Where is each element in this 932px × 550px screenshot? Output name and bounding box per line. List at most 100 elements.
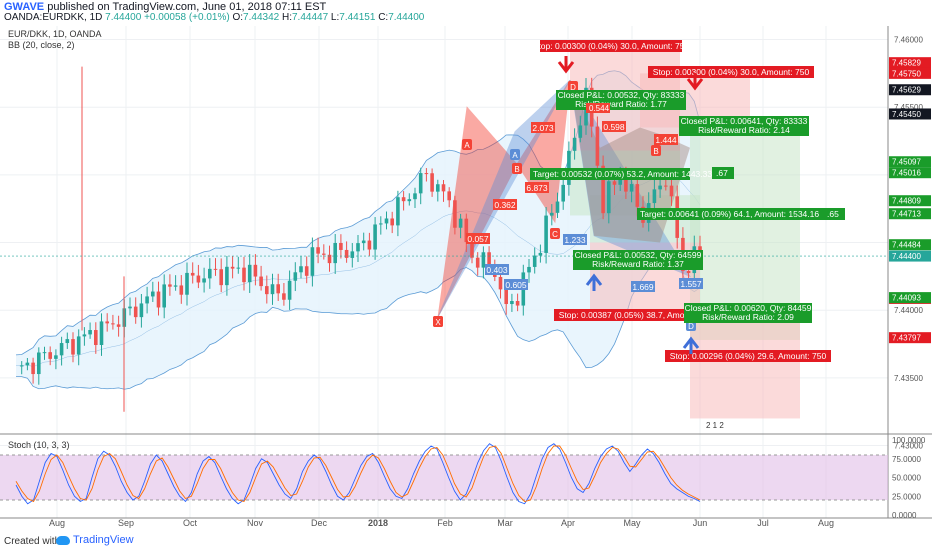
footer-bar: Created with TradingView [0, 532, 932, 550]
candle-body [236, 267, 241, 269]
candle-body [572, 137, 577, 151]
tradingview-logo[interactable]: TradingView [56, 534, 134, 546]
candle-body [99, 321, 104, 346]
price-axis-badge-text: 7.44484 [892, 241, 921, 250]
month-tick-label: Feb [437, 518, 453, 528]
closed-label-bg [679, 116, 809, 136]
misc-label: 2 1 2 [706, 421, 724, 430]
candle-body [441, 184, 446, 192]
stop-label: Stop: 0.00296 (0.04%) 29.6, Amount: 750 [670, 351, 827, 361]
pattern-point-badge [512, 163, 522, 174]
month-tick-label: May [623, 518, 641, 528]
stoch-tick-label: 100.0000 [892, 436, 926, 445]
candle-body [350, 251, 355, 258]
pattern-point-label: C [552, 230, 558, 239]
stoch-tick-label: 0.0000 [892, 511, 917, 520]
bb-basis [15, 174, 701, 368]
candle-body [652, 189, 657, 204]
main-legend[interactable]: EUR/DKK, 1D, OANDA [8, 29, 102, 39]
candle-body [510, 301, 514, 305]
bb-legend[interactable]: BB (20, close, 2) [8, 40, 75, 50]
candle-body [19, 365, 24, 367]
target-suffix: .65 [827, 209, 839, 219]
month-tick-label: Sep [118, 518, 134, 528]
candle-body [322, 253, 326, 255]
candle-body [498, 276, 503, 290]
position-zone [690, 310, 800, 419]
closed-pnl-line2: Risk/Reward Ratio: 1.37 [592, 259, 684, 269]
candle-body [447, 191, 451, 201]
candle-body [527, 266, 531, 273]
candle-body [179, 285, 184, 295]
pattern-point-label: B [653, 147, 658, 156]
publish-info: published on TradingView.com, June 01, 2… [47, 1, 327, 13]
candle-body [424, 173, 429, 175]
candle-body [669, 185, 674, 197]
candle-body [532, 255, 537, 267]
target-label: Target: 0.00532 (0.07%) 53.2, Amount: 14… [533, 169, 712, 179]
candle-body [208, 268, 212, 279]
candle-body [128, 306, 132, 309]
stoch-band [0, 455, 888, 500]
candle-body [219, 269, 223, 286]
candle-body [373, 224, 377, 250]
price-axis-badge-text: 7.45097 [892, 158, 921, 167]
month-tick-label: Jun [693, 518, 708, 528]
ratio-badge [485, 264, 509, 275]
ratio-badge [563, 234, 587, 245]
target-suffix: .67 [716, 168, 728, 178]
last-price: 7.44400 [105, 12, 142, 23]
price-change: +0.00058 (+0.01%) [144, 12, 230, 23]
candle-body [37, 352, 41, 375]
price-axis-badge [889, 108, 931, 120]
candle-body [42, 352, 47, 354]
candle-body [367, 240, 372, 250]
candle-body [344, 249, 349, 258]
candle-body [595, 126, 600, 166]
candle-body [162, 284, 166, 308]
candle-body [384, 218, 389, 224]
price-tick-label: 7.46000 [894, 36, 923, 45]
open-value: 7.44342 [243, 12, 280, 23]
closed-pnl-line1: Closed P&L: 0.00532, Qty: 64599 [575, 250, 702, 260]
candle-body [470, 242, 474, 258]
pattern-point-badge [462, 139, 472, 150]
stoch-legend[interactable]: Stoch (10, 3, 3) [8, 440, 70, 450]
closed-pnl-line2: Risk/Reward Ratio: 2.14 [698, 125, 790, 135]
candle-body [658, 185, 662, 190]
candle-body [65, 339, 70, 344]
candle-body [601, 165, 605, 214]
candle-body [567, 150, 571, 185]
candle-body [76, 336, 81, 355]
candle-body [515, 301, 520, 306]
pattern-point-label: B [514, 165, 519, 174]
price-axis-badge-text: 7.45829 [892, 59, 921, 68]
candle-body [71, 339, 75, 355]
ratio-label: 2.073 [532, 123, 554, 133]
candle-body [310, 247, 315, 276]
closed-pnl-line2: Risk/Reward Ratio: 1.77 [575, 99, 667, 109]
pattern-blue-xab [437, 79, 571, 318]
candle-body [259, 276, 263, 287]
low-value: 7.44151 [339, 12, 376, 23]
candle-body [407, 199, 412, 202]
candle-body [356, 243, 360, 252]
ratio-label: 1.669 [632, 282, 654, 292]
candle-body [151, 291, 155, 297]
author-name[interactable]: GWAVE [4, 1, 45, 13]
month-tick-label: Aug [818, 518, 834, 528]
candle-body [247, 264, 252, 283]
stop-label: Stop: 0.00300 (0.04%) 30.0, Amount: 750 [533, 41, 690, 51]
candle-body [327, 254, 332, 264]
price-axis-badge-text: 7.43797 [892, 334, 921, 343]
month-tick-label: Mar [497, 518, 513, 528]
candle-body [453, 200, 457, 228]
ratio-label: 1.233 [564, 235, 586, 245]
ratio-badge [602, 121, 626, 132]
ratio-label: 1.444 [655, 135, 677, 145]
price-axis-badge [889, 57, 931, 69]
price-axis-badge-text: 7.44809 [892, 197, 921, 206]
closed-pnl-line1: Closed P&L: 0.00532, Qty: 83333 [558, 90, 685, 100]
pattern-point-badge [510, 149, 520, 160]
